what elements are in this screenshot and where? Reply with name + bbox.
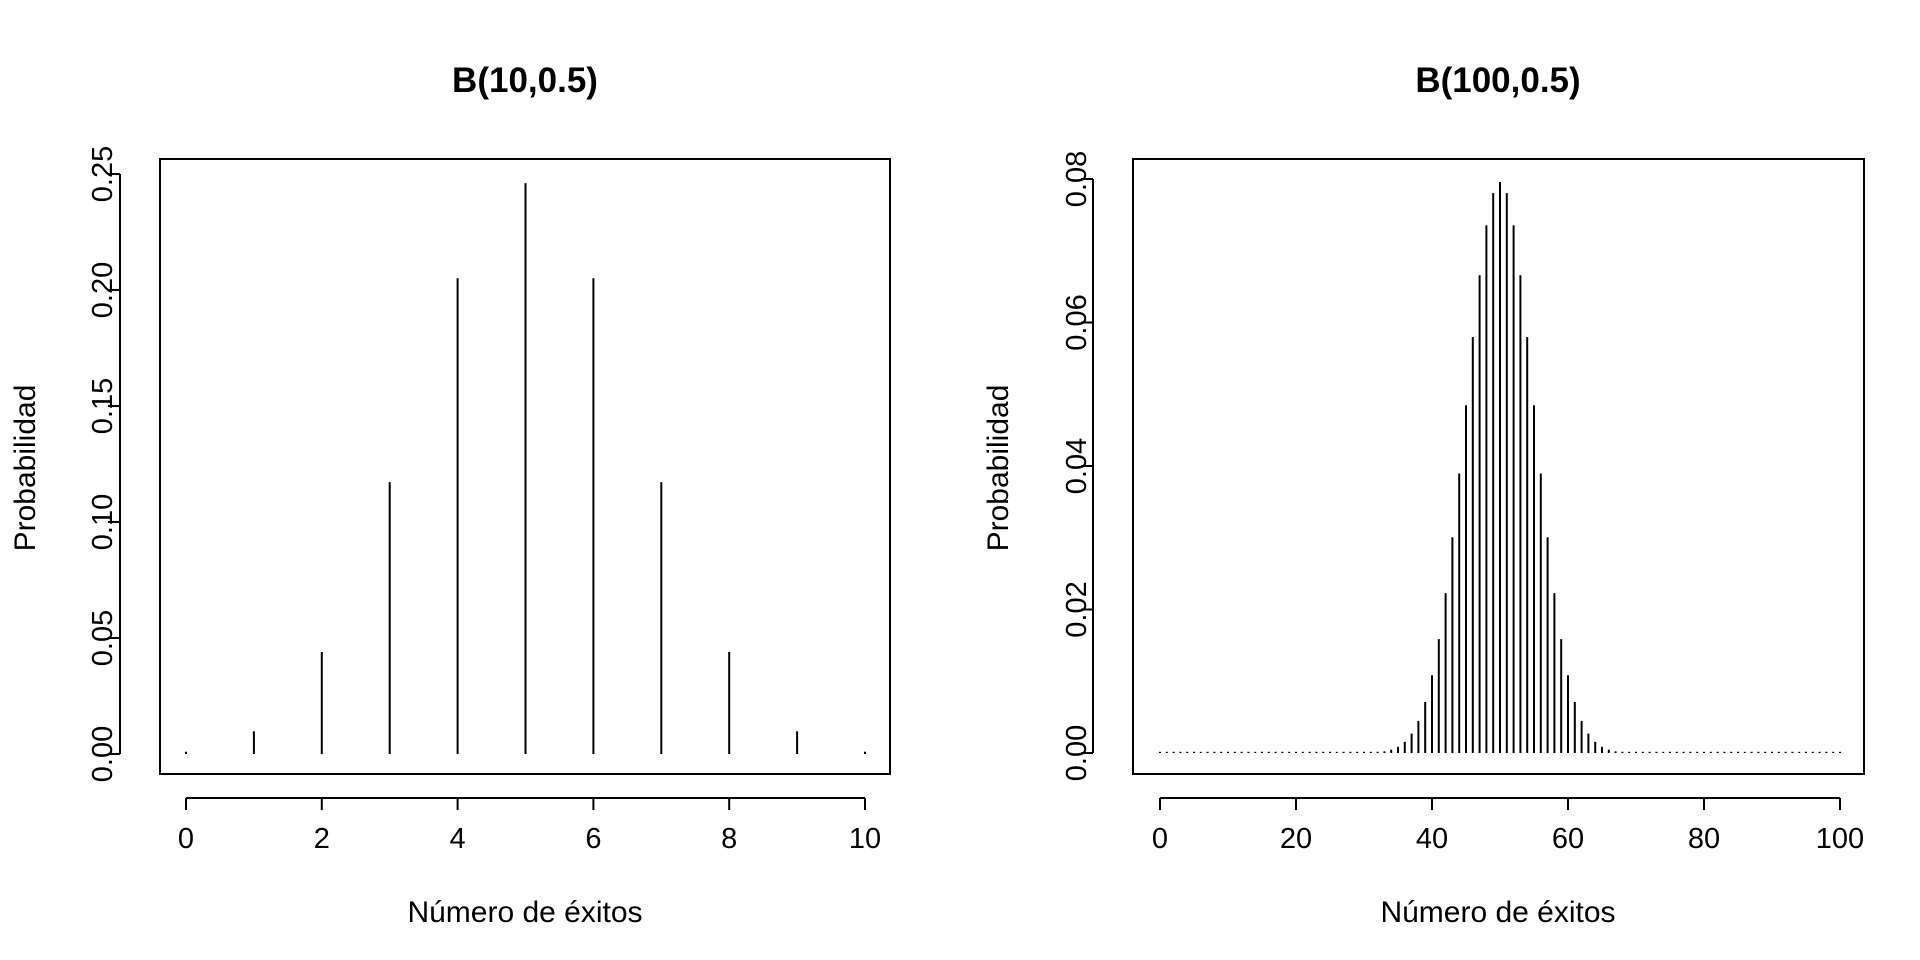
x-tick-label: 2 bbox=[314, 823, 330, 855]
x-tick-label: 20 bbox=[1280, 823, 1312, 855]
y-tick-label: 0.06 bbox=[1061, 294, 1093, 350]
y-tick-label: 0.00 bbox=[87, 726, 119, 782]
chart-title: B(100,0.5) bbox=[1415, 61, 1580, 100]
plot-frame bbox=[159, 158, 891, 775]
x-tick-label: 10 bbox=[849, 823, 881, 855]
chart-title: B(10,0.5) bbox=[452, 61, 598, 100]
chart-binomial-100: B(100,0.5) 0 20 40 60 80 100 0.00 0.02 0.04 0.06… bbox=[982, 61, 1865, 929]
y-tick-label: 0.08 bbox=[1061, 151, 1093, 207]
y-axis-label: Probabilidad bbox=[982, 385, 1015, 552]
x-tick-label: 4 bbox=[450, 823, 466, 855]
y-tick-label: 0.15 bbox=[87, 378, 119, 434]
y-tick-label: 0.05 bbox=[87, 610, 119, 666]
plot-frame bbox=[1132, 158, 1865, 775]
bars bbox=[185, 183, 866, 754]
y-axis: 0.00 0.05 0.10 0.15 0.20 0.25 bbox=[87, 146, 121, 782]
x-tick-label: 0 bbox=[178, 823, 194, 855]
x-axis-label: Número de éxitos bbox=[1380, 896, 1615, 929]
bars bbox=[1159, 181, 1841, 753]
x-axis: 0 2 4 6 8 10 bbox=[178, 797, 881, 855]
x-tick-label: 6 bbox=[585, 823, 601, 855]
y-tick-label: 0.10 bbox=[87, 494, 119, 550]
x-tick-label: 40 bbox=[1416, 823, 1448, 855]
chart-binomial-10: B(10,0.5) 0 2 4 6 8 10 0.000.050.100.150.200.… bbox=[9, 61, 891, 929]
y-tick-label: 0.00 bbox=[1061, 725, 1093, 781]
y-tick-label: 0.20 bbox=[87, 262, 119, 318]
y-axis-label: Probabilidad bbox=[9, 385, 42, 552]
x-tick-label: 8 bbox=[721, 823, 737, 855]
x-tick-label: 100 bbox=[1816, 823, 1864, 855]
x-tick-label: 60 bbox=[1552, 823, 1584, 855]
x-tick-label: 0 bbox=[1152, 823, 1168, 855]
x-tick-label: 80 bbox=[1688, 823, 1720, 855]
y-axis: 0.00 0.02 0.04 0.06 0.08 bbox=[1061, 151, 1094, 781]
x-axis-label: Número de éxitos bbox=[407, 896, 642, 929]
y-tick-label: 0.04 bbox=[1061, 438, 1093, 494]
x-axis: 0 20 40 60 80 100 bbox=[1152, 797, 1864, 855]
y-tick-label: 0.25 bbox=[87, 146, 119, 202]
y-tick-label: 0.02 bbox=[1061, 581, 1093, 637]
